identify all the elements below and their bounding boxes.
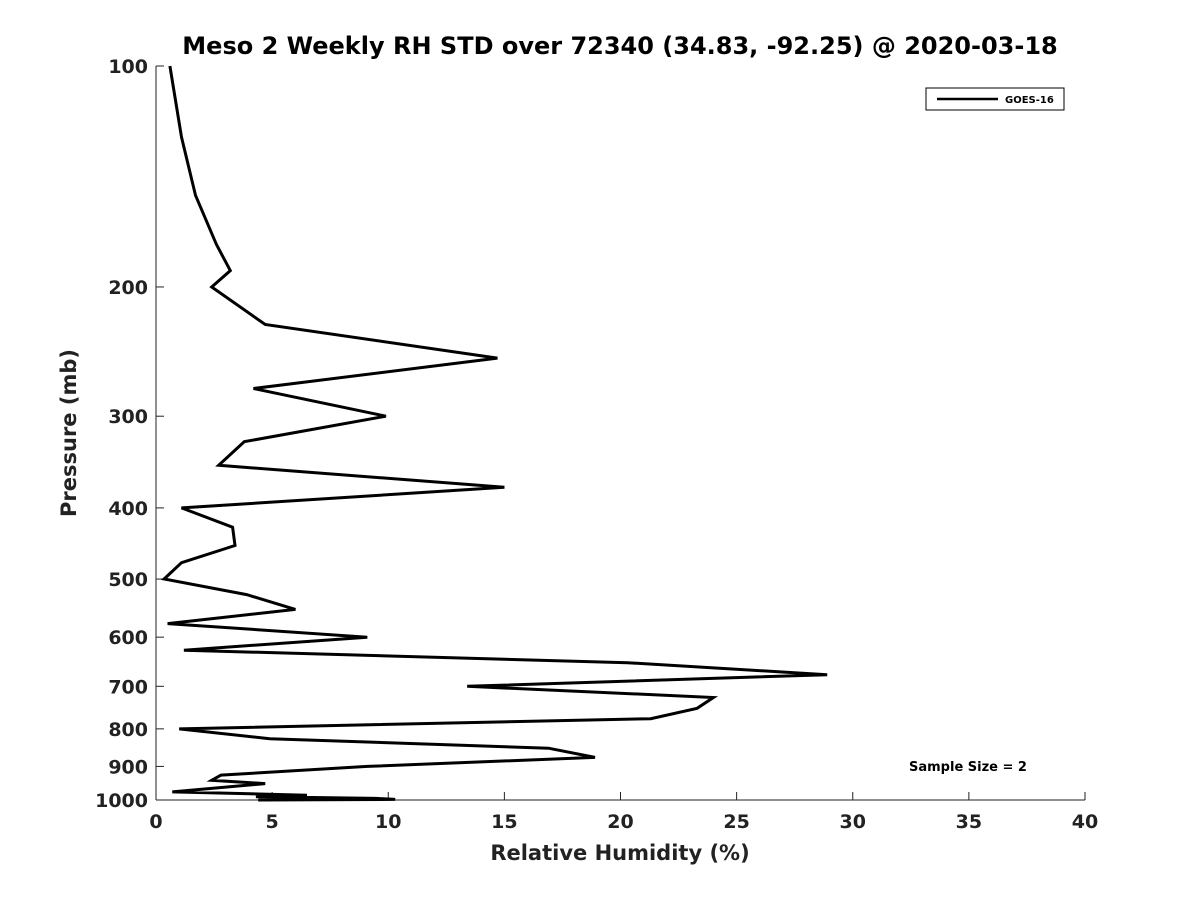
y-tick-label: 900 bbox=[108, 756, 148, 778]
y-tick-label: 400 bbox=[108, 498, 148, 520]
series-layer bbox=[160, 65, 828, 802]
x-tick-label: 15 bbox=[491, 811, 517, 833]
x-tick-label: 0 bbox=[149, 811, 162, 833]
legend: GOES-16 bbox=[925, 87, 1065, 111]
x-tick-label: 5 bbox=[266, 811, 279, 833]
y-tick-label: 300 bbox=[108, 406, 148, 428]
y-ticks: 100 200 300 400 500 600 700 800 900 1000 bbox=[95, 56, 164, 812]
x-tick-label: 30 bbox=[840, 811, 866, 833]
x-tick-label: 35 bbox=[956, 811, 982, 833]
x-tick-label: 25 bbox=[723, 811, 749, 833]
y-tick-label: 200 bbox=[108, 277, 148, 299]
legend-label-goes-16: GOES-16 bbox=[1005, 95, 1054, 106]
sample-size-annotation: Sample Size = 2 bbox=[909, 760, 1027, 775]
y-tick-label: 500 bbox=[108, 569, 148, 591]
x-tick-label: 20 bbox=[607, 811, 633, 833]
y-tick-label: 600 bbox=[108, 627, 148, 649]
y-tick-label: 800 bbox=[108, 719, 148, 741]
chart-title: Meso 2 Weekly RH STD over 72340 (34.83, … bbox=[182, 32, 1057, 60]
x-tick-label: 40 bbox=[1072, 811, 1098, 833]
y-tick-label: 100 bbox=[108, 56, 148, 78]
y-tick-label: 700 bbox=[108, 676, 148, 698]
series-line-goes-16 bbox=[160, 65, 828, 802]
x-tick-label: 10 bbox=[375, 811, 401, 833]
x-ticks: 0 5 10 15 20 25 30 35 40 bbox=[149, 792, 1098, 833]
y-axis-label: Pressure (mb) bbox=[57, 349, 81, 517]
x-axis-label: Relative Humidity (%) bbox=[490, 841, 749, 865]
y-tick-label: 1000 bbox=[95, 790, 148, 812]
